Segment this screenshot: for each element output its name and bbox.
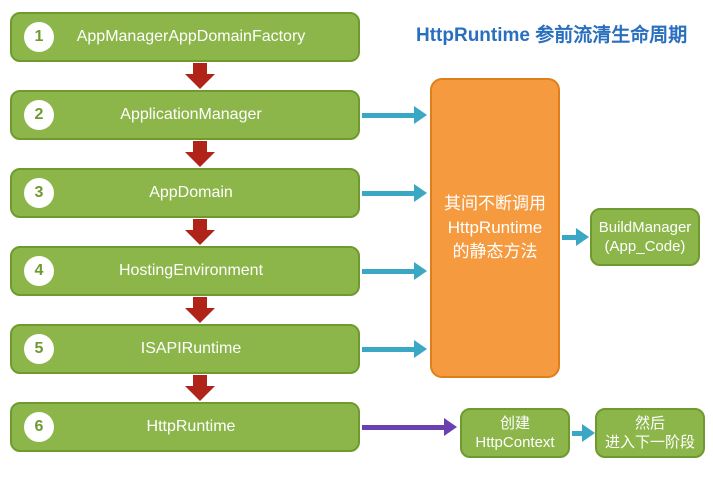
stage-6: 6HttpRuntime	[10, 402, 360, 452]
ctx-line2: HttpContext	[475, 433, 554, 453]
stage-4: 4HostingEnvironment	[10, 246, 360, 296]
stage-num-4: 4	[24, 256, 54, 286]
stage-label-5: ISAPIRuntime	[54, 340, 358, 358]
stage-3: 3AppDomain	[10, 168, 360, 218]
stage-label-4: HostingEnvironment	[54, 262, 358, 280]
stage-num-1: 1	[24, 22, 54, 52]
orange-line2: HttpRuntime	[444, 216, 546, 240]
orange-line3: 的静态方法	[444, 240, 546, 264]
build-line2: (App_Code)	[599, 237, 692, 257]
stage-num-3: 3	[24, 178, 54, 208]
diagram-title: HttpRuntime 参前流清生命周期	[416, 25, 687, 46]
stage-5: 5ISAPIRuntime	[10, 324, 360, 374]
next-stage-box: 然后 进入下一阶段	[595, 408, 705, 458]
next-line1: 然后	[605, 414, 695, 434]
stage-label-3: AppDomain	[54, 184, 358, 202]
stage-num-5: 5	[24, 334, 54, 364]
stage-num-2: 2	[24, 100, 54, 130]
stage-label-2: ApplicationManager	[54, 106, 358, 124]
ctx-line1: 创建	[475, 414, 554, 434]
build-line1: BuildManager	[599, 218, 692, 238]
stage-num-6: 6	[24, 412, 54, 442]
orange-line1: 其间不断调用	[444, 192, 546, 216]
runtime-calls-box: 其间不断调用 HttpRuntime 的静态方法	[430, 78, 560, 378]
httpcontext-box: 创建 HttpContext	[460, 408, 570, 458]
stage-2: 2ApplicationManager	[10, 90, 360, 140]
stage-1: 1AppManagerAppDomainFactory	[10, 12, 360, 62]
stage-label-1: AppManagerAppDomainFactory	[54, 28, 358, 46]
buildmanager-box: BuildManager (App_Code)	[590, 208, 700, 266]
stage-label-6: HttpRuntime	[54, 418, 358, 436]
next-line2: 进入下一阶段	[605, 433, 695, 453]
